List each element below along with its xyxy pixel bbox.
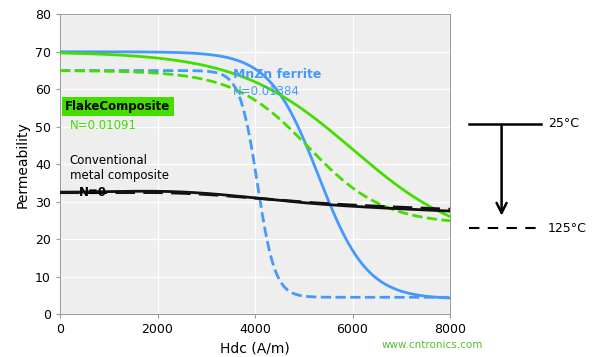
- Text: N=0.01091: N=0.01091: [70, 119, 137, 132]
- Text: N=0.01384: N=0.01384: [233, 85, 300, 98]
- Text: Conventional: Conventional: [70, 154, 148, 167]
- Text: 125°C: 125°C: [548, 222, 587, 235]
- Text: FlakeComposite: FlakeComposite: [65, 100, 170, 113]
- Text: metal composite: metal composite: [70, 169, 169, 182]
- Text: N=0: N=0: [79, 186, 107, 199]
- Y-axis label: Permeability: Permeability: [16, 121, 29, 207]
- Text: 25°C: 25°C: [548, 117, 579, 130]
- Text: MnZn ferrite: MnZn ferrite: [233, 68, 322, 81]
- X-axis label: Hdc (A/m): Hdc (A/m): [220, 342, 290, 356]
- Text: www.cntronics.com: www.cntronics.com: [382, 340, 482, 350]
